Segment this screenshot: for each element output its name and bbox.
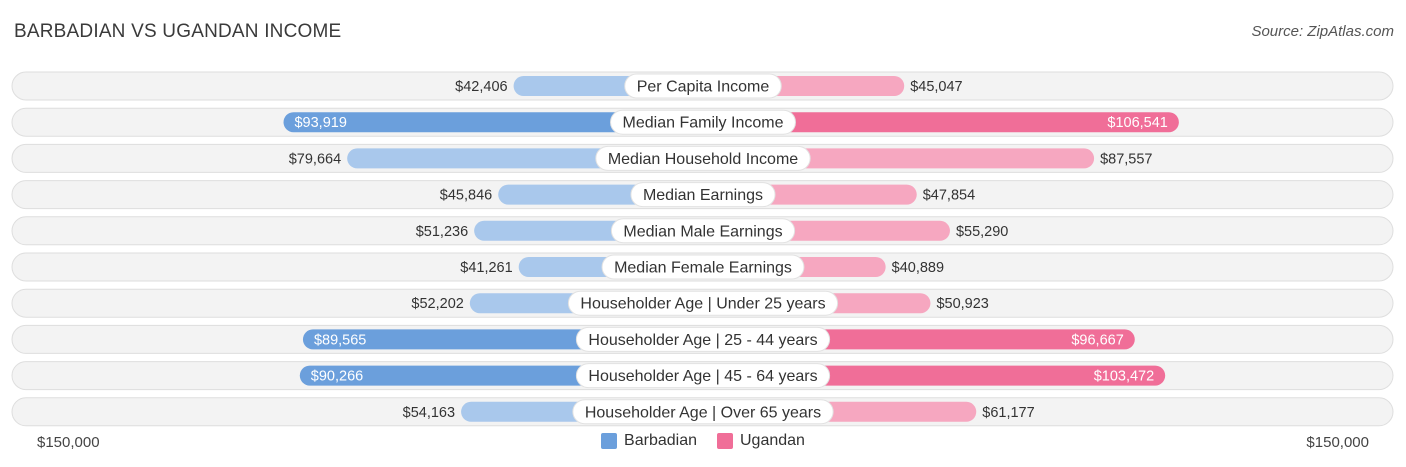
axis-left-label: $150,000 [37, 434, 100, 451]
value-label-barbadian: $42,406 [455, 79, 507, 95]
chart-title: BARBADIAN VS UGANDAN INCOME [14, 21, 342, 42]
value-label-ugandan: $61,177 [982, 405, 1034, 421]
value-label-ugandan: $50,923 [936, 296, 988, 312]
legend-swatch-ugandan [717, 433, 733, 449]
category-pill [575, 326, 831, 352]
value-label-barbadian: $79,664 [289, 151, 341, 167]
value-label-barbadian: $89,565 [314, 332, 366, 348]
axis-right-label: $150,000 [1306, 434, 1369, 451]
category-label: Median Family Income [623, 115, 784, 132]
value-label-barbadian: $51,236 [416, 224, 468, 240]
category-label: Householder Age | 45 - 64 years [588, 368, 817, 385]
category-label: Median Male Earnings [623, 223, 782, 240]
category-pill [595, 145, 811, 171]
value-label-ugandan: $103,472 [1094, 369, 1154, 385]
legend-swatch-barbadian [601, 433, 618, 449]
value-label-barbadian: $93,919 [294, 115, 346, 131]
value-label-barbadian: $90,266 [311, 369, 363, 385]
bar-barbadian [283, 112, 703, 133]
category-label: Householder Age | 25 - 44 years [588, 332, 817, 349]
category-pill [567, 290, 839, 316]
value-label-barbadian: $41,261 [460, 260, 512, 276]
value-label-ugandan: $55,290 [956, 224, 1008, 240]
category-pill [601, 254, 805, 280]
category-label: Median Female Earnings [614, 260, 792, 277]
value-label-barbadian: $54,163 [403, 405, 455, 421]
value-label-ugandan: $96,667 [1071, 332, 1123, 348]
category-pill [572, 399, 834, 425]
value-label-ugandan: $47,854 [923, 188, 975, 204]
legend-item-barbadian: Barbadian [601, 432, 697, 450]
category-label: Per Capita Income [637, 79, 770, 96]
value-label-ugandan: $87,557 [1100, 151, 1152, 167]
value-label-ugandan: $106,541 [1107, 115, 1167, 131]
category-label: Householder Age | Over 65 years [585, 404, 821, 421]
value-label-ugandan: $45,047 [910, 79, 962, 95]
legend-label-ugandan: Ugandan [740, 432, 805, 449]
category-pill [630, 182, 776, 208]
category-pill [610, 109, 796, 135]
bar-ugandan [703, 112, 1179, 133]
legend-item-ugandan: Ugandan [717, 432, 805, 450]
legend-label-barbadian: Barbadian [624, 432, 697, 449]
category-pill [610, 218, 796, 244]
value-label-barbadian: $45,846 [440, 188, 492, 204]
category-label: Householder Age | Under 25 years [580, 296, 825, 313]
category-label: Median Earnings [643, 187, 763, 204]
category-pill [575, 363, 831, 389]
category-pill [624, 73, 782, 99]
source-label: Source: ZipAtlas.com [1251, 23, 1394, 40]
category-label: Median Household Income [608, 151, 798, 168]
value-label-barbadian: $52,202 [411, 296, 463, 312]
value-label-ugandan: $40,889 [892, 260, 944, 276]
legend: Barbadian Ugandan [0, 432, 1406, 450]
